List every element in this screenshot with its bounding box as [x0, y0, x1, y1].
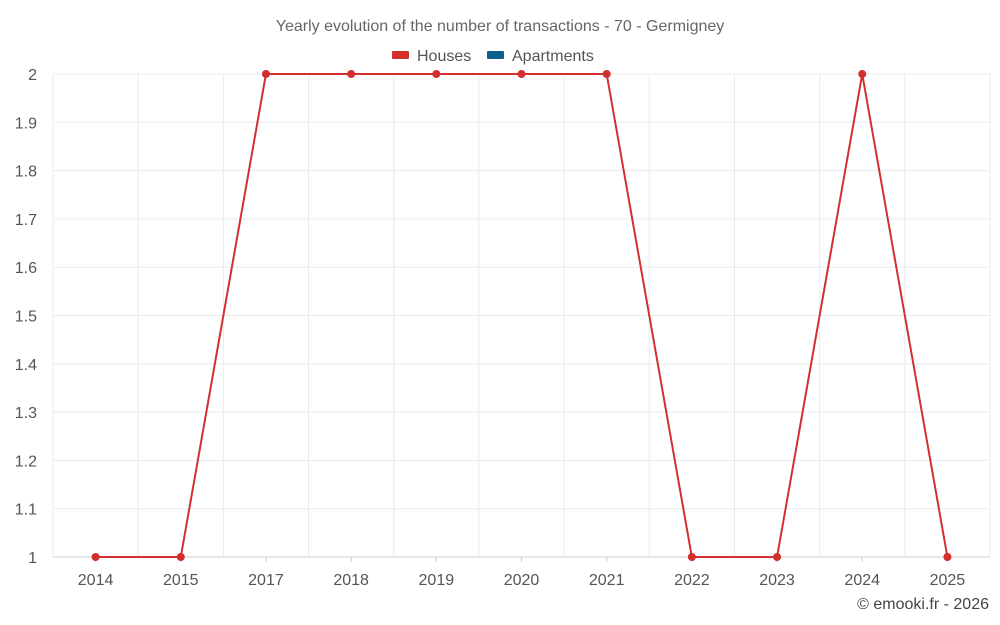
- data-point[interactable]: [858, 70, 867, 78]
- y-tick-label: 1.3: [15, 405, 37, 422]
- legend[interactable]: Houses Apartments: [392, 48, 594, 65]
- y-tick-label: 1.2: [15, 453, 37, 470]
- data-point[interactable]: [176, 553, 185, 561]
- data-point[interactable]: [943, 553, 952, 561]
- x-tick-label: 2024: [844, 572, 880, 589]
- y-tick-label: 1: [28, 550, 37, 567]
- x-axis: 2014 2015 2017 2018 2019 2020 2021 2022 2023 2024…: [53, 556, 990, 589]
- x-tick-label: 2025: [930, 572, 966, 589]
- x-tick-label: 2020: [504, 572, 540, 589]
- legend-item-houses[interactable]: Houses: [392, 48, 471, 65]
- series-houses: [91, 70, 952, 561]
- legend-swatch-houses: [392, 51, 409, 59]
- y-tick-label: 1.9: [15, 115, 37, 132]
- x-tick-label: 2023: [759, 572, 795, 589]
- x-tick-label: 2018: [333, 572, 369, 589]
- x-tick-label: 2015: [163, 572, 199, 589]
- legend-swatch-apartments: [487, 51, 504, 59]
- x-tick-label: 2019: [419, 572, 455, 589]
- data-point[interactable]: [602, 70, 611, 78]
- y-tick-label: 1.4: [15, 357, 37, 374]
- x-tick-label: 2014: [78, 572, 114, 589]
- y-axis: 1 1.1 1.2 1.3 1.4 1.5 1.6 1.7 1.8 1.9 2: [15, 67, 37, 567]
- y-tick-label: 2: [28, 67, 37, 84]
- legend-item-apartments[interactable]: Apartments: [487, 48, 594, 65]
- credit-text: © emooki.fr - 2026: [857, 596, 989, 613]
- y-tick-label: 1.1: [15, 502, 37, 519]
- x-tick-label: 2022: [674, 572, 710, 589]
- x-tick-label: 2017: [248, 572, 284, 589]
- data-point[interactable]: [687, 553, 696, 561]
- y-tick-label: 1.6: [15, 260, 37, 277]
- data-point[interactable]: [261, 70, 270, 78]
- y-tick-label: 1.7: [15, 212, 37, 229]
- data-point[interactable]: [347, 70, 356, 78]
- y-tick-label: 1.8: [15, 164, 37, 181]
- legend-label-houses[interactable]: Houses: [417, 48, 471, 65]
- chart-title: Yearly evolution of the number of transa…: [276, 18, 725, 35]
- data-point[interactable]: [432, 70, 441, 78]
- data-point[interactable]: [517, 70, 526, 78]
- data-point[interactable]: [773, 553, 782, 561]
- x-tick-label: 2021: [589, 572, 625, 589]
- y-tick-label: 1.5: [15, 309, 37, 326]
- data-point[interactable]: [91, 553, 100, 561]
- legend-label-apartments[interactable]: Apartments: [512, 48, 594, 65]
